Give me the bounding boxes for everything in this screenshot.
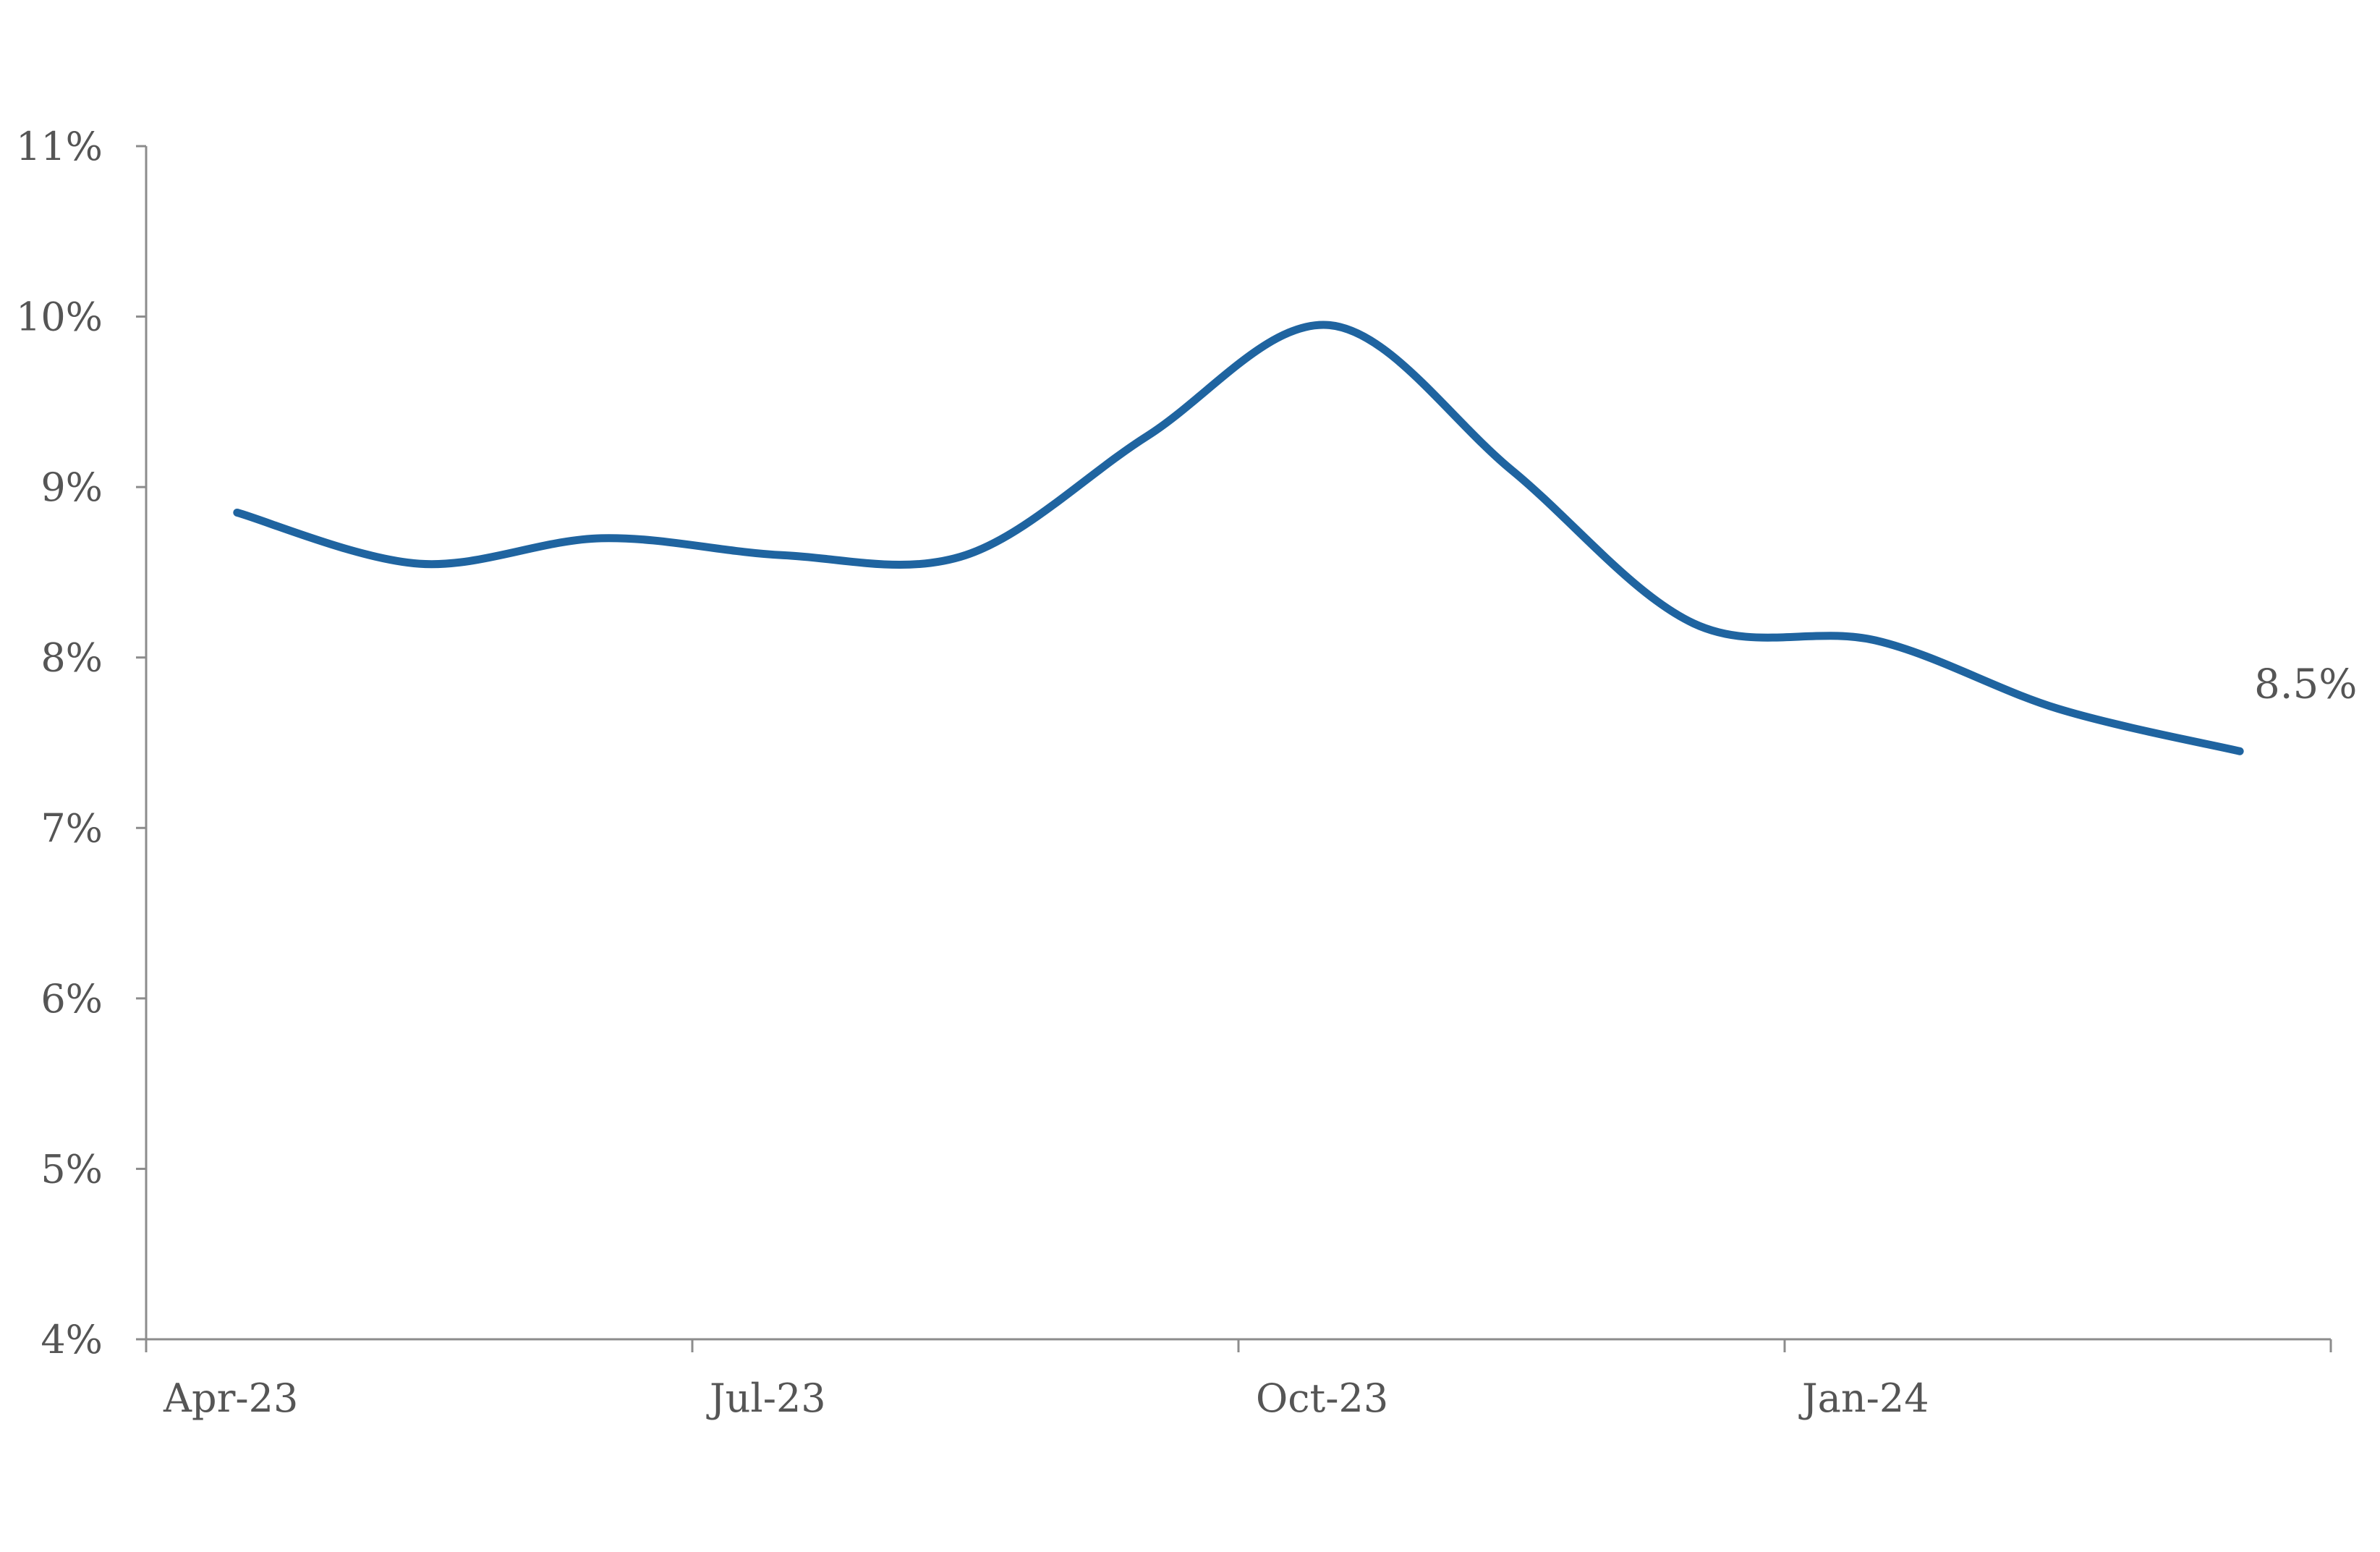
x-tick-label: Jul-23 [706, 1375, 826, 1421]
y-tick-label: 11% [16, 124, 103, 169]
y-tick-label: 4% [41, 1317, 103, 1362]
y-tick-label: 10% [16, 294, 103, 340]
y-tick-label: 7% [41, 805, 103, 851]
x-tick-label: Oct-23 [1256, 1375, 1388, 1421]
y-tick-label: 6% [41, 976, 103, 1022]
y-tick-label: 9% [41, 465, 103, 510]
x-tick-label: Apr-23 [163, 1375, 298, 1421]
x-tick-label: Jan-24 [1798, 1375, 1929, 1421]
series-layer [233, 321, 2244, 755]
annotations: 8.5% [2254, 661, 2357, 708]
tick-labels: 4% 5% 6% 7% 8% 9% 10% 11% Apr-23 Jul-23 Oct-23 Jan-… [16, 124, 1929, 1421]
y-tick-label: 8% [41, 635, 103, 681]
axes [136, 145, 2332, 1352]
series-line [233, 321, 2244, 755]
end-value-label: 8.5% [2254, 661, 2357, 708]
y-tick-label: 5% [41, 1146, 103, 1192]
